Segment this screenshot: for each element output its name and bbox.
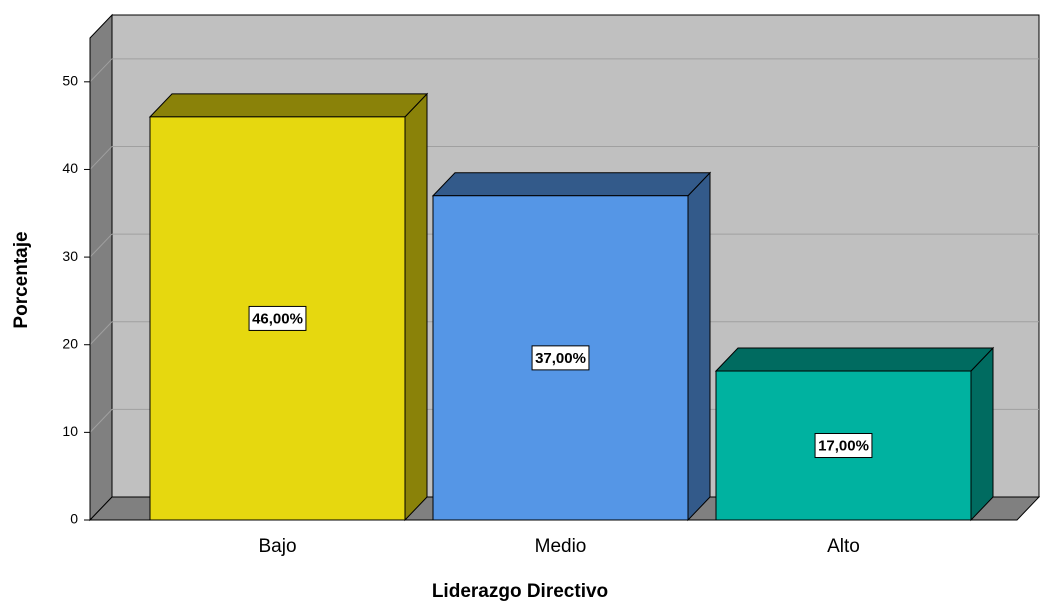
bar-side xyxy=(970,346,994,522)
y-tick-label: 0 xyxy=(70,511,78,527)
y-axis-label: Porcentaje xyxy=(11,231,32,328)
value-label-box xyxy=(814,433,873,459)
y-tick-label: 30 xyxy=(62,248,78,264)
bar-top xyxy=(714,347,995,372)
grid-line xyxy=(89,58,113,83)
grid-line xyxy=(89,409,113,433)
x-tick-label: Bajo xyxy=(258,536,296,557)
bar-front xyxy=(432,195,689,521)
side-wall xyxy=(89,13,113,522)
y-tick-label: 50 xyxy=(62,73,78,89)
bar-top xyxy=(431,172,712,197)
bar-side xyxy=(687,171,711,522)
value-label-box xyxy=(531,345,590,371)
grid-line xyxy=(89,146,113,170)
value-label-box xyxy=(248,305,307,331)
x-tick-label: Alto xyxy=(827,536,860,557)
bar-top xyxy=(148,93,429,118)
grid-line xyxy=(89,321,113,346)
x-axis-label: Liderazgo Directivo xyxy=(432,581,608,602)
bar-side xyxy=(404,92,428,522)
y-tick-label: 20 xyxy=(62,335,78,351)
grid-line xyxy=(89,233,113,258)
value-label: 17,00% xyxy=(818,437,869,454)
x-tick-label: Medio xyxy=(535,536,587,557)
value-label: 37,00% xyxy=(535,350,586,367)
y-tick-label: 10 xyxy=(62,423,78,439)
bar xyxy=(431,171,712,522)
y-tick-label: 40 xyxy=(62,160,78,176)
value-label: 46,00% xyxy=(252,310,303,327)
